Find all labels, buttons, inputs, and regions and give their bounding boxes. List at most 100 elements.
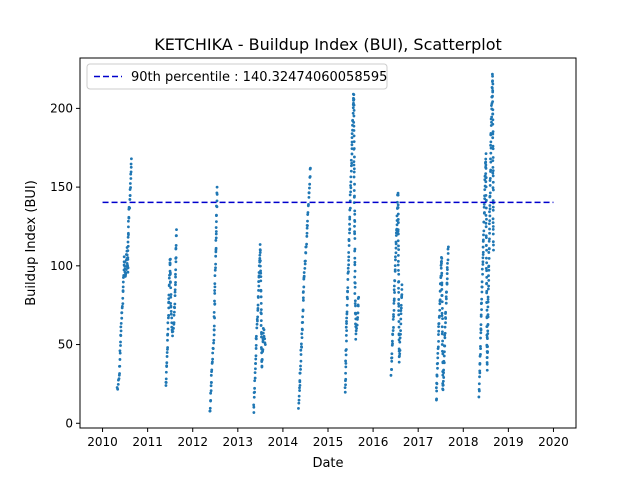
data-point	[304, 251, 308, 255]
data-point	[354, 329, 358, 333]
data-point	[438, 302, 442, 306]
data-point	[441, 383, 445, 387]
data-point	[441, 388, 445, 392]
data-point	[352, 160, 356, 164]
data-point	[348, 217, 352, 221]
data-point	[121, 285, 125, 289]
data-point	[301, 315, 305, 319]
data-point	[485, 282, 488, 286]
data-point	[345, 322, 348, 325]
y-tick-label: 100	[50, 259, 73, 273]
data-point	[442, 368, 446, 372]
data-point	[347, 244, 351, 247]
data-point	[353, 232, 357, 236]
data-point	[350, 140, 354, 144]
data-point	[491, 94, 494, 98]
data-point	[305, 231, 309, 235]
data-point	[446, 258, 450, 262]
data-point	[353, 249, 357, 253]
data-point	[259, 275, 263, 279]
data-point	[354, 337, 358, 341]
data-point	[169, 310, 173, 313]
data-point	[344, 348, 348, 351]
data-point	[484, 236, 488, 240]
data-point	[346, 289, 349, 293]
data-point	[119, 340, 122, 344]
data-point	[398, 352, 402, 356]
data-point	[255, 322, 259, 326]
data-point	[174, 283, 177, 287]
x-tick-label: 2011	[132, 435, 163, 449]
data-point	[258, 253, 262, 257]
data-point	[396, 230, 400, 233]
data-point	[491, 82, 495, 86]
data-point	[345, 316, 349, 320]
data-point	[479, 344, 482, 348]
data-point	[477, 395, 481, 399]
data-point	[478, 361, 482, 365]
y-tick-label: 200	[50, 101, 73, 115]
data-point	[353, 275, 357, 279]
data-point	[175, 228, 178, 232]
data-point	[440, 332, 444, 336]
data-point	[491, 169, 495, 173]
data-point	[254, 347, 258, 350]
data-point	[488, 219, 492, 223]
data-point	[479, 353, 482, 356]
data-point	[354, 304, 357, 308]
data-point	[479, 327, 483, 331]
data-point	[170, 321, 174, 325]
data-point	[126, 270, 130, 274]
x-tick-label: 2019	[493, 435, 524, 449]
data-point	[485, 248, 488, 252]
data-point	[486, 315, 490, 319]
data-point	[485, 275, 489, 279]
data-point	[169, 302, 173, 305]
data-point	[171, 330, 175, 333]
data-point	[491, 228, 495, 231]
data-point	[437, 339, 440, 343]
data-point	[352, 163, 356, 167]
data-point	[446, 245, 450, 249]
data-point	[479, 313, 483, 317]
data-point	[169, 295, 173, 299]
data-point	[441, 379, 445, 383]
data-point	[166, 346, 170, 349]
data-point	[300, 332, 304, 336]
data-point	[392, 315, 395, 319]
data-point	[121, 290, 125, 293]
data-point	[353, 263, 357, 267]
data-point	[485, 361, 489, 364]
data-point	[489, 157, 492, 161]
data-point	[400, 293, 404, 297]
data-point	[299, 359, 303, 363]
data-point	[173, 302, 177, 306]
data-point	[344, 365, 348, 369]
data-point	[346, 286, 350, 289]
data-point	[211, 347, 215, 351]
data-point	[397, 298, 401, 301]
data-point	[491, 166, 495, 169]
data-point	[397, 320, 401, 323]
data-point	[484, 221, 488, 225]
data-point	[253, 379, 257, 383]
data-point	[214, 250, 218, 254]
data-point	[491, 174, 495, 178]
data-point	[213, 282, 217, 286]
data-point	[126, 225, 130, 229]
data-point	[259, 279, 263, 283]
data-point	[399, 329, 402, 333]
data-point	[483, 188, 487, 192]
data-point	[172, 310, 176, 314]
data-point	[125, 253, 129, 257]
data-point	[481, 262, 485, 266]
data-point	[128, 206, 132, 210]
data-point	[393, 291, 396, 294]
data-point	[302, 285, 306, 289]
data-point	[486, 345, 489, 348]
data-point	[353, 220, 357, 223]
data-point	[481, 272, 484, 276]
data-point	[394, 234, 398, 237]
data-point	[397, 248, 401, 251]
data-point	[209, 391, 213, 395]
